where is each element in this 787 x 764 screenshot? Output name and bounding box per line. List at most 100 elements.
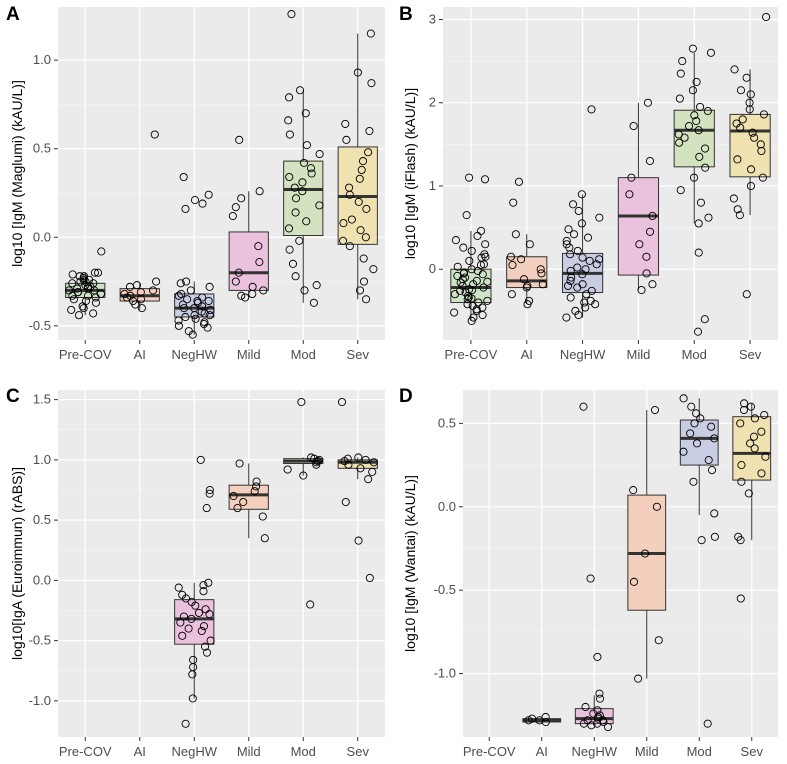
data-point xyxy=(578,280,587,289)
chart-panel-c: C -1.0 -0.5 0.0 0.5 1.0 1.5 Pre-COV AI NegHW Mild M… xyxy=(6,386,385,759)
data-point xyxy=(299,158,309,167)
data-point xyxy=(710,509,719,518)
data-point xyxy=(179,612,188,621)
data-point xyxy=(648,280,657,289)
data-point xyxy=(306,600,315,609)
data-point xyxy=(675,138,684,147)
data-point xyxy=(356,226,365,235)
data-point xyxy=(737,461,746,470)
panel-letter: A xyxy=(6,4,20,25)
data-point xyxy=(592,260,601,269)
data-point xyxy=(507,290,516,299)
data-point xyxy=(587,105,596,114)
data-point xyxy=(307,169,316,178)
y-tick-label: 1 xyxy=(429,178,436,193)
data-point xyxy=(467,265,476,274)
data-point xyxy=(567,273,576,282)
data-point xyxy=(199,587,208,596)
data-point xyxy=(176,279,185,288)
data-point xyxy=(511,230,520,239)
data-point xyxy=(757,427,766,436)
data-point xyxy=(629,577,639,586)
box-mod xyxy=(283,160,324,236)
x-tick-label: Mild xyxy=(237,347,261,362)
data-point xyxy=(696,198,705,207)
data-point xyxy=(706,48,716,57)
data-point xyxy=(345,242,354,251)
data-point xyxy=(301,109,310,118)
data-point xyxy=(472,276,481,285)
data-point xyxy=(678,57,687,66)
data-point xyxy=(462,211,471,220)
data-point xyxy=(569,230,579,239)
data-point xyxy=(756,140,765,149)
data-point xyxy=(149,286,158,295)
data-point xyxy=(645,227,655,236)
panel-d: D -1.0 -0.5 0.0 0.5 Pre-COV AI NegHW Mild Mod Sev l… xyxy=(393,382,787,764)
data-point xyxy=(201,642,210,651)
data-point xyxy=(737,477,746,486)
data-point xyxy=(583,716,592,725)
data-point xyxy=(746,181,756,191)
data-point xyxy=(694,219,703,228)
data-point xyxy=(312,281,321,290)
data-point xyxy=(593,706,602,715)
data-point xyxy=(184,624,193,633)
y-tick-label: -1.0 xyxy=(29,693,51,708)
data-point xyxy=(365,573,374,583)
data-point xyxy=(579,402,588,411)
data-point xyxy=(595,694,605,703)
data-point xyxy=(260,534,269,543)
data-point xyxy=(366,29,375,38)
data-point xyxy=(206,305,215,314)
data-point xyxy=(453,262,462,271)
data-point xyxy=(676,186,685,195)
data-point xyxy=(255,258,264,267)
data-point xyxy=(315,455,324,464)
data-point xyxy=(174,583,183,592)
box-mild xyxy=(228,231,269,291)
data-point xyxy=(704,456,713,465)
data-point xyxy=(177,289,186,299)
data-point xyxy=(564,225,573,234)
data-point xyxy=(514,177,524,186)
data-point xyxy=(696,414,705,423)
data-point xyxy=(761,452,770,461)
data-point xyxy=(587,286,596,295)
chart-panel-d: D -1.0 -0.5 0.0 0.5 Pre-COV AI NegHW Mild Mod Sev l… xyxy=(399,386,778,759)
chart-panel-b: B 0 1 2 3 Pre-COV AI NegHW Mild Mod Sev log10 [IgM … xyxy=(399,4,778,362)
data-point xyxy=(703,719,712,728)
data-point xyxy=(178,631,187,640)
x-tick-label: Mild xyxy=(626,347,650,362)
data-point xyxy=(675,94,684,103)
data-point xyxy=(285,93,294,102)
x-tick-label: Mild xyxy=(635,744,659,759)
data-point xyxy=(750,444,759,453)
data-point xyxy=(150,130,159,139)
x-tick-label: NegHW xyxy=(171,744,217,759)
data-point xyxy=(354,453,363,462)
data-point xyxy=(205,485,214,495)
data-point xyxy=(506,252,516,261)
data-point xyxy=(701,163,710,172)
data-point xyxy=(541,712,550,722)
x-tick-label: Sev xyxy=(347,347,370,362)
data-point xyxy=(578,253,587,262)
data-point xyxy=(584,233,593,242)
data-point xyxy=(237,194,246,203)
data-point xyxy=(640,549,650,558)
data-point xyxy=(481,252,490,261)
data-point xyxy=(83,284,93,293)
data-point xyxy=(80,272,89,281)
y-axis-title: log10 [IgM (Wantai) (kAU/L)] xyxy=(402,475,418,652)
data-point xyxy=(252,477,261,486)
data-point xyxy=(258,512,267,521)
data-point xyxy=(182,277,191,286)
data-point xyxy=(284,224,294,233)
data-point xyxy=(695,152,704,161)
data-point xyxy=(69,295,78,304)
data-point xyxy=(686,429,695,438)
data-point xyxy=(239,498,248,507)
data-point xyxy=(287,10,296,19)
data-point xyxy=(729,194,738,203)
